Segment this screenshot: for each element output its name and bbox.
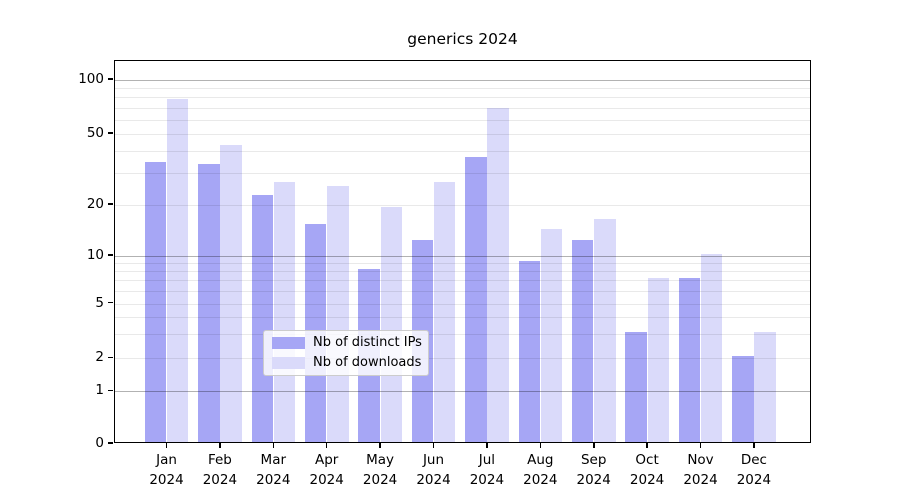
minor-gridline	[115, 334, 810, 336]
minor-gridline	[115, 107, 810, 109]
y-tick-mark	[108, 442, 113, 444]
x-tick-label: Apr 2024	[309, 452, 344, 488]
x-tick-mark	[165, 443, 168, 448]
x-tick-label: Nov 2024	[683, 452, 718, 488]
x-tick-mark	[753, 443, 755, 448]
major-gridline	[115, 391, 810, 393]
x-tick-label: Jul 2024	[469, 452, 505, 488]
minor-gridline	[115, 303, 810, 305]
x-tick-mark	[379, 443, 381, 448]
bar-distinct-ips-jul	[465, 157, 487, 442]
bar-downloads-may	[380, 206, 403, 442]
x-tick-label: Dec 2024	[736, 452, 772, 488]
plot-area	[114, 60, 811, 443]
major-gridline	[115, 255, 810, 257]
bar-downloads-jun	[433, 182, 456, 442]
bar-downloads-nov	[700, 253, 723, 442]
bar-distinct-ips-dec	[732, 356, 754, 442]
y-tick-label: 10	[86, 246, 104, 263]
y-tick-label: 1	[95, 382, 104, 399]
minor-gridline	[115, 133, 810, 135]
minor-gridline	[115, 316, 810, 318]
y-tick-mark	[108, 78, 113, 80]
bar-distinct-ips-mar	[251, 195, 274, 442]
x-tick-label: Sep 2024	[576, 452, 611, 488]
x-tick-label: Jun 2024	[416, 452, 451, 488]
minor-gridline	[115, 271, 810, 273]
legend-swatch-downloads	[272, 357, 305, 369]
x-tick-mark	[432, 443, 435, 448]
bar-downloads-apr	[327, 185, 349, 442]
bar-downloads-feb	[220, 145, 242, 442]
x-tick-label: Feb 2024	[202, 452, 238, 488]
x-tick-label: Oct 2024	[629, 452, 665, 488]
y-tick-label: 5	[95, 294, 104, 311]
x-tick-label: Mar 2024	[256, 452, 291, 488]
minor-gridline	[115, 263, 810, 264]
bar-distinct-ips-oct	[625, 332, 647, 442]
x-tick-mark	[539, 443, 541, 448]
chart-title: generics 2024	[407, 30, 518, 48]
bar-downloads-aug	[540, 229, 563, 442]
minor-gridline	[115, 119, 810, 121]
bar-downloads-mar	[273, 182, 296, 442]
bar-downloads-jan	[166, 99, 189, 442]
y-tick-label: 50	[86, 124, 104, 141]
x-tick-label: Jan 2024	[149, 452, 184, 488]
y-tick-label: 20	[86, 195, 104, 212]
y-tick-mark	[108, 389, 113, 392]
y-tick-mark	[108, 254, 113, 256]
minor-gridline	[115, 204, 810, 206]
legend-entry-distinct-ips: Nb of distinct IPs	[272, 335, 422, 351]
y-tick-label: 2	[95, 349, 104, 366]
minor-gridline	[115, 358, 810, 360]
x-tick-mark	[646, 443, 648, 448]
x-tick-mark	[272, 443, 275, 448]
minor-gridline	[115, 173, 810, 175]
bar-distinct-ips-sep	[571, 240, 594, 442]
y-tick-mark	[108, 301, 113, 304]
minor-gridline	[115, 97, 810, 99]
x-tick-mark	[325, 443, 328, 448]
x-tick-label: May 2024	[362, 452, 398, 488]
x-tick-mark	[486, 443, 488, 448]
bar-downloads-oct	[647, 278, 670, 442]
y-tick-mark	[108, 203, 113, 205]
bar-downloads-sep	[594, 219, 616, 442]
y-tick-label: 100	[78, 70, 104, 87]
legend-label-downloads: Nb of downloads	[313, 355, 422, 370]
legend-swatch-distinct-ips	[272, 337, 305, 349]
bar-downloads-jul	[487, 107, 509, 442]
minor-gridline	[115, 280, 810, 282]
minor-gridline	[115, 88, 810, 89]
minor-gridline	[115, 291, 810, 292]
bar-downloads-dec	[754, 332, 776, 442]
legend: Nb of distinct IPs Nb of downloads	[263, 330, 429, 376]
bar-distinct-ips-jan	[144, 161, 167, 442]
x-tick-mark	[699, 443, 702, 448]
minor-gridline	[115, 151, 810, 153]
bar-distinct-ips-aug	[518, 261, 541, 442]
x-tick-mark	[593, 443, 595, 448]
legend-entry-downloads: Nb of downloads	[272, 355, 422, 371]
legend-label-distinct-ips: Nb of distinct IPs	[313, 335, 422, 350]
x-tick-mark	[219, 443, 221, 448]
bar-distinct-ips-nov	[678, 278, 701, 442]
y-tick-mark	[108, 132, 113, 134]
x-tick-label: Aug 2024	[523, 452, 558, 488]
y-tick-label: 0	[95, 435, 104, 451]
major-gridline	[115, 79, 810, 81]
bar-distinct-ips-feb	[198, 164, 220, 442]
y-tick-mark	[108, 356, 113, 359]
